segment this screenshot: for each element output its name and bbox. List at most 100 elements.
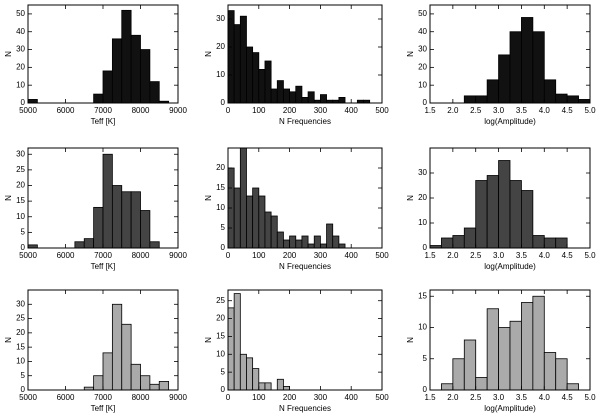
x-tick-label: 100	[252, 393, 266, 402]
histogram-bar	[307, 243, 315, 249]
histogram-bar	[509, 320, 522, 391]
y-tick-label: 10	[16, 212, 25, 221]
histogram-bar	[307, 91, 315, 104]
y-axis-label: N	[4, 195, 13, 201]
histogram-bar	[252, 187, 260, 249]
histogram-bar	[121, 9, 132, 104]
histogram-bar	[246, 46, 254, 104]
axes-frame	[429, 4, 591, 104]
histogram-bar	[93, 93, 104, 104]
x-tick-label: 5.0	[584, 393, 596, 402]
y-tick-label: 30	[418, 45, 427, 54]
x-tick-label: 0	[226, 106, 231, 115]
y-tick-label: 0	[423, 98, 428, 107]
x-axis-label: log(Amplitude)	[484, 117, 536, 126]
histogram-bar	[239, 353, 247, 391]
y-tick-label: 20	[418, 62, 427, 71]
histogram-bar	[463, 95, 477, 104]
y-tick-label: 20	[216, 163, 225, 172]
y-axis-label: N	[406, 337, 415, 343]
x-tick-label: 8000	[132, 393, 150, 402]
x-tick-label: 4.5	[562, 393, 574, 402]
y-tick-label: 10	[216, 70, 225, 79]
x-tick-label: 9000	[169, 251, 187, 260]
y-tick-label: 0	[221, 385, 226, 394]
histogram-bar	[543, 237, 557, 249]
y-axis-label: N	[406, 195, 415, 201]
histogram-bar	[252, 52, 260, 104]
histogram-bar	[93, 206, 104, 249]
x-tick-label: 2.5	[470, 106, 482, 115]
histogram-bar	[264, 211, 272, 249]
y-tick-label: 10	[16, 357, 25, 366]
y-tick-label: 15	[16, 196, 25, 205]
histogram-bar	[121, 323, 132, 391]
x-axis-label: Teff [K]	[91, 117, 116, 126]
x-tick-label: 8000	[132, 106, 150, 115]
histogram-bar	[313, 235, 321, 249]
y-axis-label: N	[204, 51, 213, 57]
x-tick-label: 5.0	[584, 251, 596, 260]
axes-frame	[429, 289, 591, 391]
histogram-bar	[498, 327, 511, 391]
x-tick-label: 500	[375, 251, 389, 260]
x-tick-label: 2.0	[447, 251, 459, 260]
x-tick-label: 300	[314, 251, 328, 260]
x-axis-label: log(Amplitude)	[484, 404, 536, 413]
y-tick-label: 40	[418, 27, 427, 36]
x-tick-label: 6000	[57, 251, 75, 260]
histogram-bar	[566, 383, 579, 391]
y-tick-label: 5	[221, 223, 226, 232]
histogram-bar	[441, 383, 454, 391]
histogram-bar	[521, 302, 534, 391]
histogram-bar	[233, 24, 241, 104]
histogram-bar	[566, 95, 579, 104]
x-tick-label: 7000	[94, 251, 112, 260]
y-tick-label: 15	[418, 291, 427, 300]
histogram-bar	[532, 31, 545, 104]
y-tick-label: 0	[423, 385, 428, 394]
histogram-bar	[283, 386, 291, 391]
histogram-bar	[289, 235, 297, 249]
histogram-bar	[283, 88, 291, 104]
y-tick-label: 30	[16, 299, 25, 308]
histogram-bar	[276, 231, 284, 249]
histogram-bar	[578, 99, 591, 104]
x-tick-label: 100	[252, 251, 266, 260]
histogram-bar	[149, 81, 160, 104]
histogram-bar	[227, 10, 235, 104]
histogram-bar	[130, 191, 141, 249]
y-tick-label: 15	[216, 332, 225, 341]
histogram-bar	[509, 31, 522, 104]
histogram-bar	[276, 378, 284, 391]
x-tick-label: 400	[345, 106, 359, 115]
histogram-bar	[111, 185, 123, 249]
x-tick-label: 5000	[19, 251, 37, 260]
x-tick-label: 5000	[19, 106, 37, 115]
x-tick-label: 300	[314, 106, 328, 115]
x-tick-label: 5.0	[584, 106, 596, 115]
x-tick-label: 5000	[19, 393, 37, 402]
x-tick-label: 8000	[132, 251, 150, 260]
histogram-bar	[509, 180, 522, 249]
histogram-bar	[301, 235, 309, 249]
y-axis-label: N	[406, 51, 415, 57]
x-tick-label: 500	[375, 393, 389, 402]
histogram-bar	[332, 235, 340, 249]
histogram-bar	[121, 191, 132, 249]
histogram-bar	[555, 358, 568, 391]
histogram-bar	[475, 377, 488, 391]
histogram-bar	[83, 238, 95, 249]
x-tick-label: 3.0	[493, 251, 505, 260]
y-tick-label: 0	[21, 385, 26, 394]
x-tick-label: 200	[283, 393, 297, 402]
y-axis-label: N	[4, 337, 13, 343]
y-tick-label: 10	[418, 323, 427, 332]
y-tick-label: 5	[21, 371, 26, 380]
x-tick-label: 1.5	[424, 251, 436, 260]
histogram-bar	[486, 308, 499, 391]
histogram-bar	[252, 368, 260, 391]
histogram-bar	[111, 303, 123, 391]
histogram-bar	[233, 187, 241, 249]
